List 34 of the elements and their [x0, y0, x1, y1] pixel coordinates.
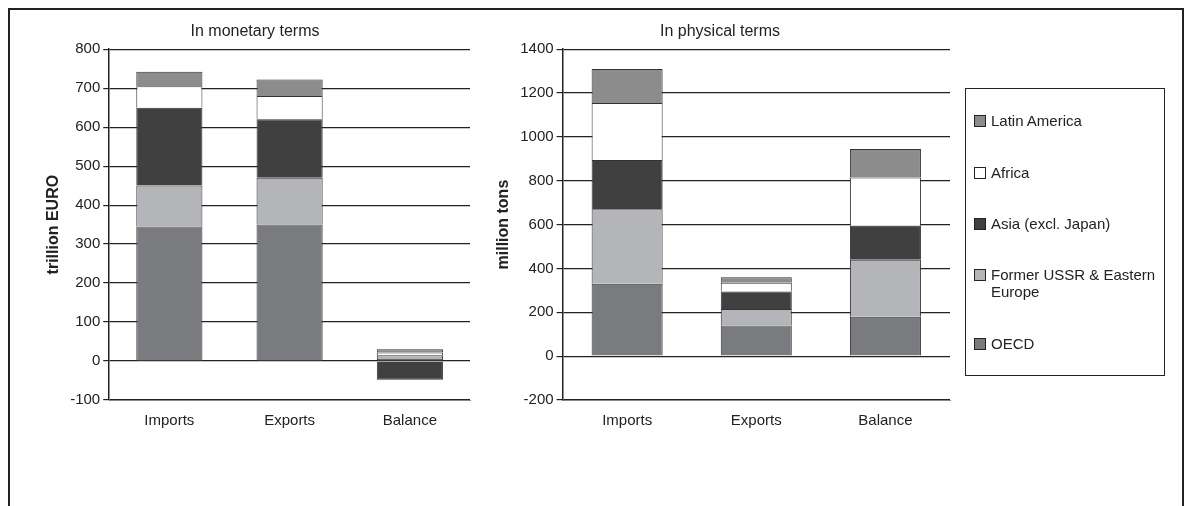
y-tick-label: 800	[528, 170, 554, 188]
y-tick-label: 600	[75, 117, 101, 135]
chart-title: In physical terms	[659, 22, 781, 40]
y-tick-label: -200	[523, 390, 554, 408]
y-tick-label: 800	[75, 39, 101, 57]
y-tick-label: 1000	[520, 127, 554, 145]
y-tick-label: 700	[75, 78, 101, 96]
y-axis-title: trillion EURO	[44, 174, 62, 275]
x-tick-label: Exports	[264, 411, 316, 429]
x-tick-label: Balance	[382, 411, 437, 429]
y-tick-label: 300	[75, 234, 101, 252]
x-tick-label: Imports	[602, 411, 653, 429]
y-tick-label: 1400	[520, 39, 554, 57]
y-tick-label: 400	[75, 195, 101, 213]
y-tick-label: 1200	[520, 83, 554, 101]
y-axis-title: million tons	[494, 179, 512, 270]
y-tick-label: 600	[528, 214, 554, 232]
y-tick-label: 200	[75, 273, 101, 291]
legend-label: Asia (excl. Japan)	[991, 214, 1111, 232]
x-tick-label: Exports	[730, 411, 782, 429]
text: Africa	[991, 163, 1030, 181]
legend-label: Latin America	[991, 112, 1082, 130]
y-tick-label: 0	[545, 346, 554, 364]
chart-title: In monetary terms	[190, 22, 320, 40]
y-tick-label: 400	[528, 258, 554, 276]
x-tick-label: Imports	[144, 411, 195, 429]
y-tick-label: 100	[75, 312, 101, 330]
x-tick-label: Balance	[858, 411, 913, 429]
legend-label: Former USSR & Eastern Europe	[991, 266, 1156, 301]
legend-label: OECD	[991, 334, 1035, 352]
y-tick-label: 0	[91, 351, 101, 369]
y-tick-label: -100	[70, 390, 101, 408]
y-tick-label: 200	[528, 302, 554, 320]
y-tick-label: 500	[75, 156, 101, 174]
